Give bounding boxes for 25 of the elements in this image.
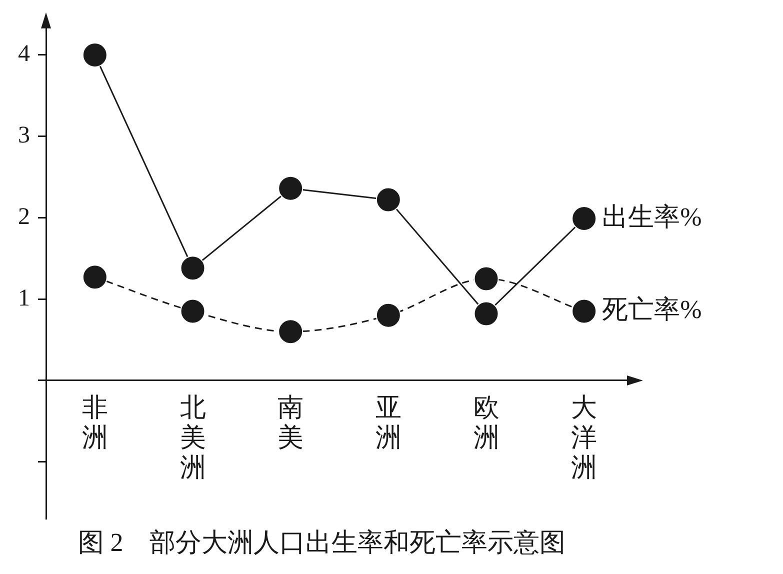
point (180, 298, 206, 324)
point (278, 319, 304, 344)
point (82, 264, 108, 290)
point (474, 301, 499, 326)
y-tick-label: 3 (18, 122, 30, 149)
point (474, 266, 499, 292)
point (180, 256, 206, 281)
y-tick-label: 4 (18, 41, 30, 68)
series-label: 死亡率% (602, 295, 702, 324)
y-tick-label: 1 (18, 285, 30, 312)
point (572, 206, 597, 232)
y-tick-label: 2 (18, 204, 30, 230)
x-tick-label: 大洋洲 (571, 393, 598, 482)
point (82, 42, 108, 68)
text: 图 2 部分大洲人口出生率和死亡率示意图 (78, 528, 566, 558)
x-tick-label: 南美 (278, 393, 304, 452)
point (376, 302, 401, 328)
x-tick-label: 北美洲 (180, 393, 206, 482)
point (278, 176, 304, 201)
point (376, 187, 401, 212)
x-tick-label: 欧洲 (473, 393, 500, 452)
point (572, 298, 597, 324)
x-tick-label: 非洲 (82, 393, 108, 452)
x-tick-label: 亚洲 (375, 393, 402, 452)
series-label: 出生率% (602, 202, 702, 232)
